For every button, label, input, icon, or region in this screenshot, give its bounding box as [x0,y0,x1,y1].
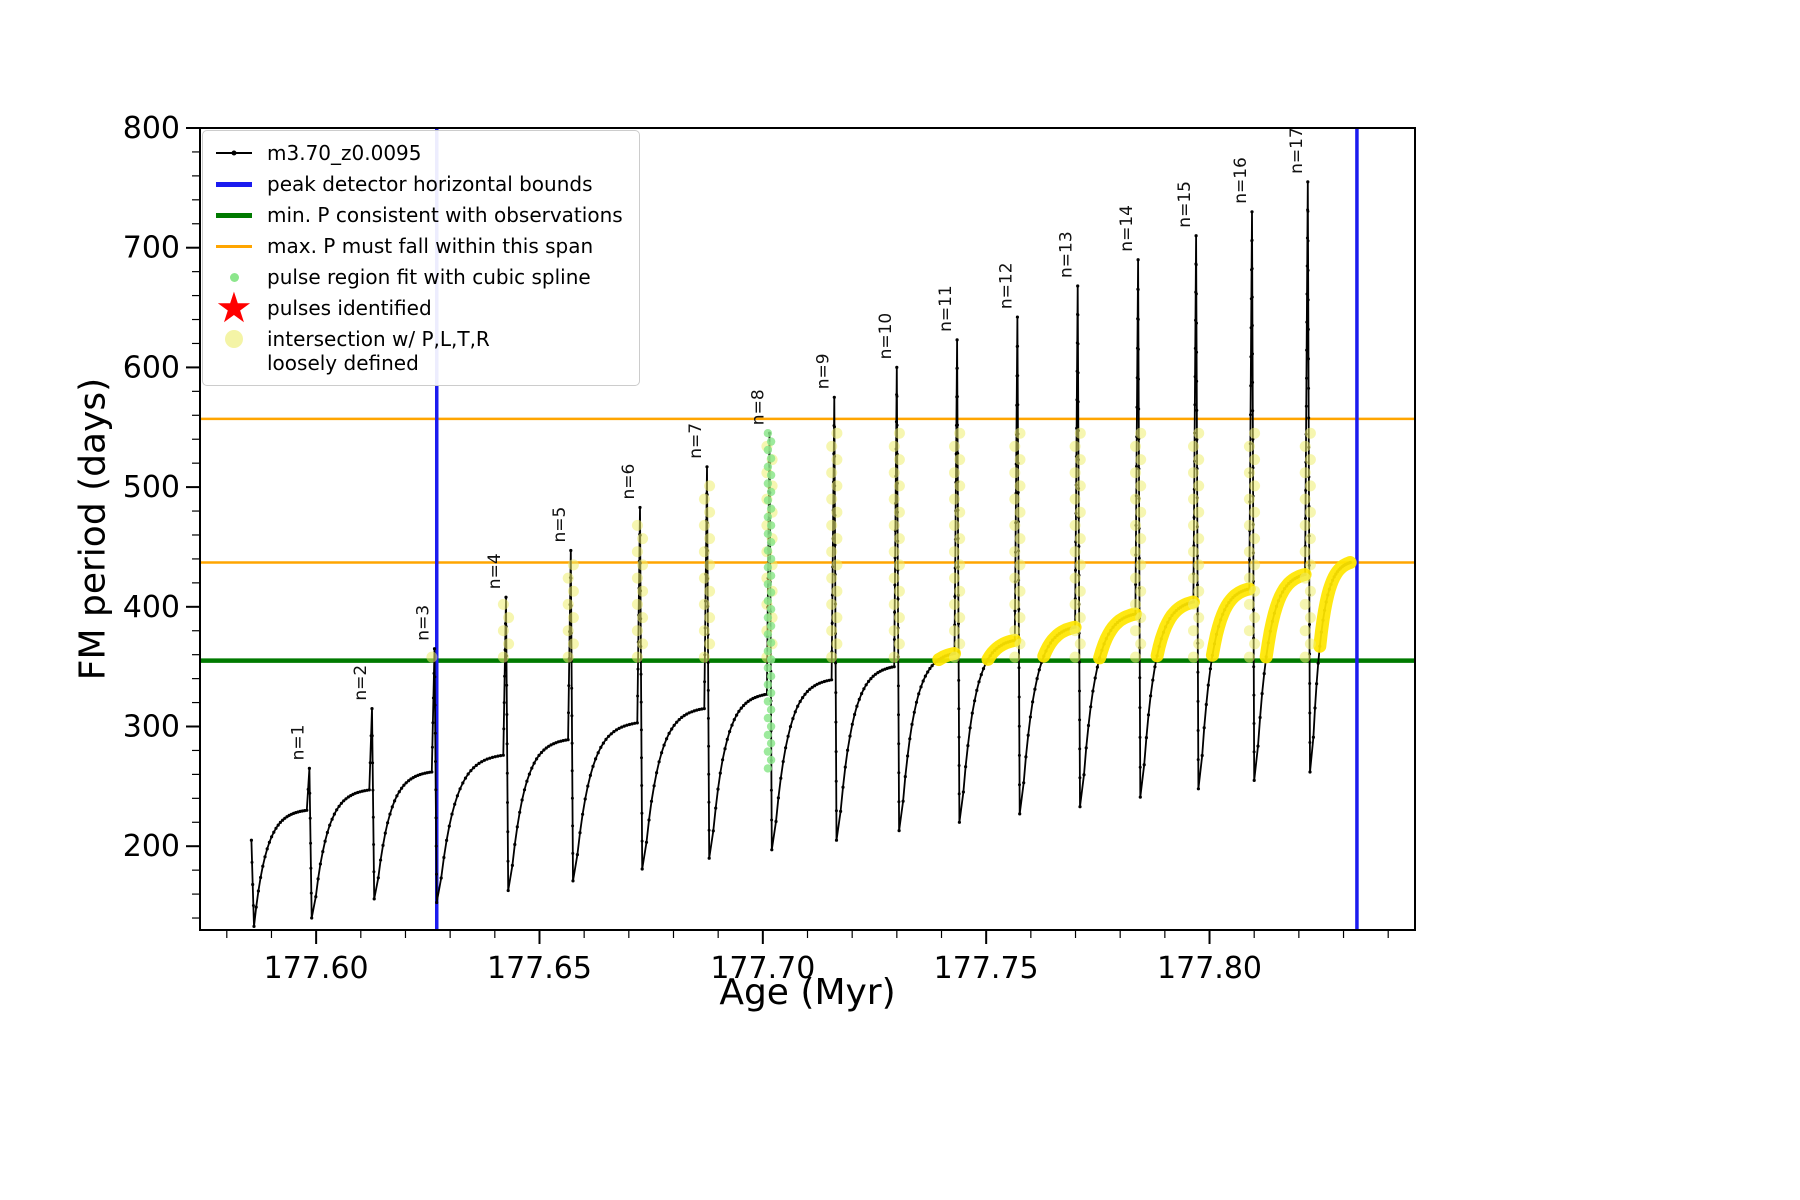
yellow-highlight-arc [1205,582,1256,662]
y-tick-label: 300 [123,710,180,745]
yellow-highlight-arc [1313,556,1357,653]
tick-labels: 177.60 177.65 177.70 177.75 177.80 200 300 400 5… [123,111,1262,986]
pulse-label: n=5 [550,507,570,543]
pulse-label: n=12 [996,262,1016,309]
yellow-highlight-arc [981,633,1022,666]
legend-item-max-p-span: max. P must fall within this span [215,234,623,258]
y-tick-label: 200 [123,829,180,864]
orange-line-marker-icon [215,234,253,258]
legend-label: pulse region fit with cubic spline [267,265,591,289]
pulse-label: n=8 [749,389,769,425]
pulse-label: n=17 [1287,127,1307,174]
pulse-label: n=10 [876,313,896,360]
legend-item-spline-fit: pulse region fit with cubic spline [215,265,623,289]
pulse-label: n=9 [813,353,833,389]
legend-item-peak-bounds: peak detector horizontal bounds [215,172,623,196]
pulse-label: n=7 [686,423,706,459]
intersection-dots [426,427,1316,663]
pulse-label: n=16 [1231,157,1251,204]
tick-marks [186,127,1389,944]
x-tick-label: 177.75 [934,951,1039,986]
legend-label: intersection w/ P,L,T,R loosely defined [267,327,490,375]
spline-fit-dots [763,429,776,773]
legend-item-series: m3.70_z0.0095 [215,141,623,165]
yellow-highlight-arc [1093,607,1142,665]
pulse-label: n=4 [485,553,505,589]
yellow-dot-marker-icon [215,327,253,351]
pulse-label: n=6 [619,464,639,500]
x-tick-label: 177.60 [264,951,369,986]
pulse-label: n=2 [351,665,371,701]
legend-item-intersection: intersection w/ P,L,T,R loosely defined [215,327,623,375]
legend-box: m3.70_z0.0095 peak detector horizontal b… [202,130,640,386]
pulse-label: n=13 [1057,231,1077,278]
pulse-labels: n=1 n=2 n=3 n=4 n=5 n=6 n=7 n=8 n=9 n=10 n=11 n=12 n… [288,127,1306,760]
legend-label: min. P consistent with observations [267,203,623,227]
y-tick-label: 400 [123,590,180,625]
pulse-label: n=11 [936,285,956,332]
pulse-label: n=3 [414,605,434,641]
y-tick-label: 500 [123,470,180,505]
pulse-label: n=15 [1175,181,1195,228]
y-tick-label: 600 [123,350,180,385]
green-dot-marker-icon [215,265,253,289]
pulse-label: n=14 [1117,205,1137,252]
series-line-marker-icon [215,141,253,165]
legend-label: m3.70_z0.0095 [267,141,422,165]
legend-label: pulses identified [267,296,432,320]
legend-item-min-p: min. P consistent with observations [215,203,623,227]
y-axis-title: FM period (days) [72,377,114,681]
pulse-label: n=1 [288,725,308,761]
legend-item-pulses-identified: ★ pulses identified [215,283,623,332]
plot-frame [199,127,1416,931]
legend-label: peak detector horizontal bounds [267,172,593,196]
y-tick-label: 800 [123,111,180,146]
yellow-highlight-arc [1150,595,1200,663]
x-axis-title: Age (Myr) [719,972,896,1013]
green-line-marker-icon [215,203,253,227]
x-tick-label: 177.65 [487,951,592,986]
y-tick-label: 700 [123,231,180,266]
x-tick-label: 177.70 [710,951,815,986]
legend-label: max. P must fall within this span [267,234,594,258]
yellow-highlight-arc [1259,568,1312,664]
red-star-marker-icon: ★ [215,283,253,332]
yellow-highlight-arc [1037,620,1082,663]
blue-line-marker-icon [215,172,253,196]
x-tick-label: 177.80 [1157,951,1262,986]
